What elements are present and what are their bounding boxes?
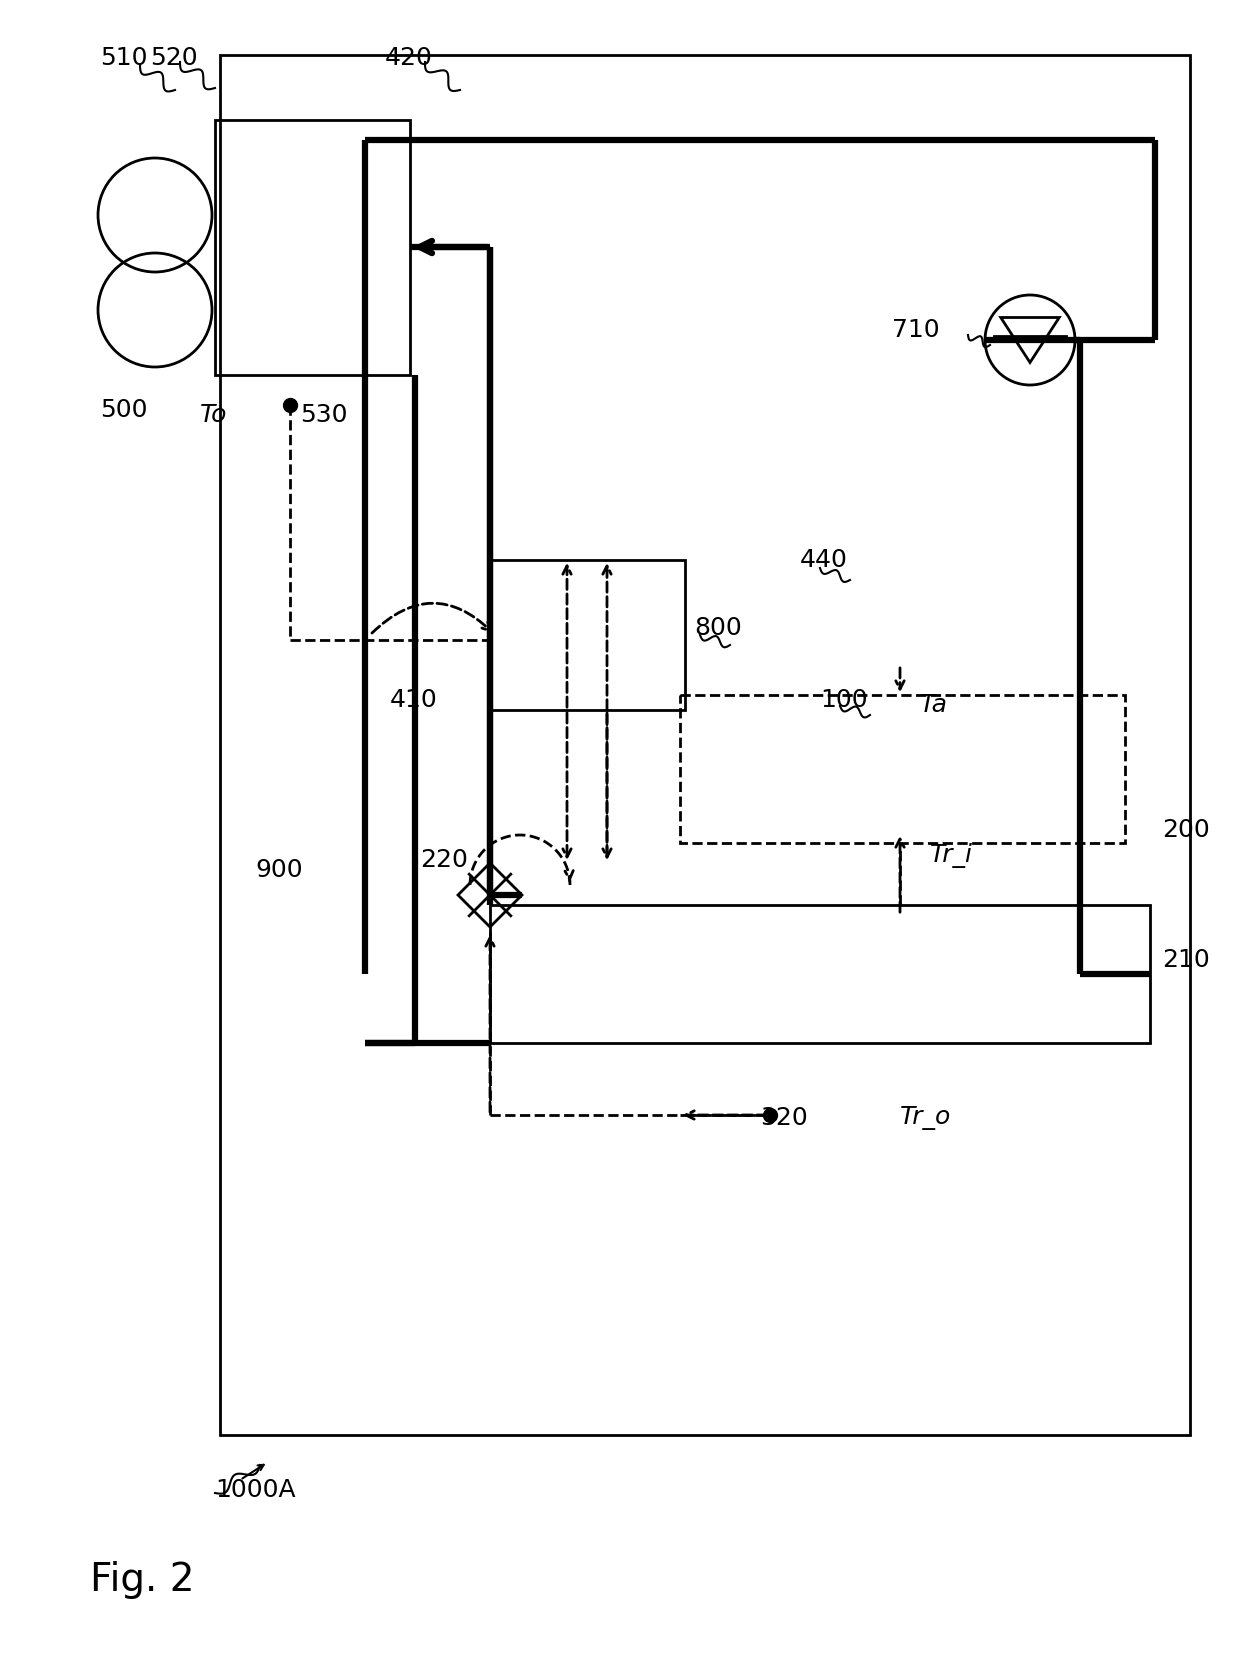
- Text: Tr_o: Tr_o: [900, 1106, 951, 1129]
- Text: 510: 510: [100, 45, 148, 70]
- Text: 530: 530: [300, 403, 347, 426]
- Text: 500: 500: [100, 398, 148, 421]
- Text: 410: 410: [391, 688, 438, 711]
- Text: To: To: [200, 403, 227, 426]
- Text: 520: 520: [150, 45, 197, 70]
- Text: Tr_i: Tr_i: [930, 842, 973, 868]
- Bar: [215, 121, 410, 374]
- Text: 420: 420: [384, 45, 433, 70]
- Bar: [219, 55, 1190, 1435]
- Text: 440: 440: [800, 549, 848, 572]
- Text: 220: 220: [420, 847, 467, 873]
- Text: 900: 900: [255, 857, 303, 883]
- Text: 100: 100: [820, 688, 868, 711]
- Text: 200: 200: [1162, 817, 1210, 842]
- Text: 1000A: 1000A: [215, 1478, 295, 1502]
- Text: Ta: Ta: [920, 693, 949, 717]
- Bar: [490, 904, 1149, 1044]
- Bar: [680, 695, 1125, 842]
- Bar: [490, 560, 684, 710]
- Text: 800: 800: [694, 616, 742, 639]
- Text: 210: 210: [1162, 948, 1210, 972]
- Text: 320: 320: [760, 1106, 807, 1129]
- Text: Fig. 2: Fig. 2: [91, 1561, 195, 1599]
- Text: 710: 710: [893, 319, 940, 342]
